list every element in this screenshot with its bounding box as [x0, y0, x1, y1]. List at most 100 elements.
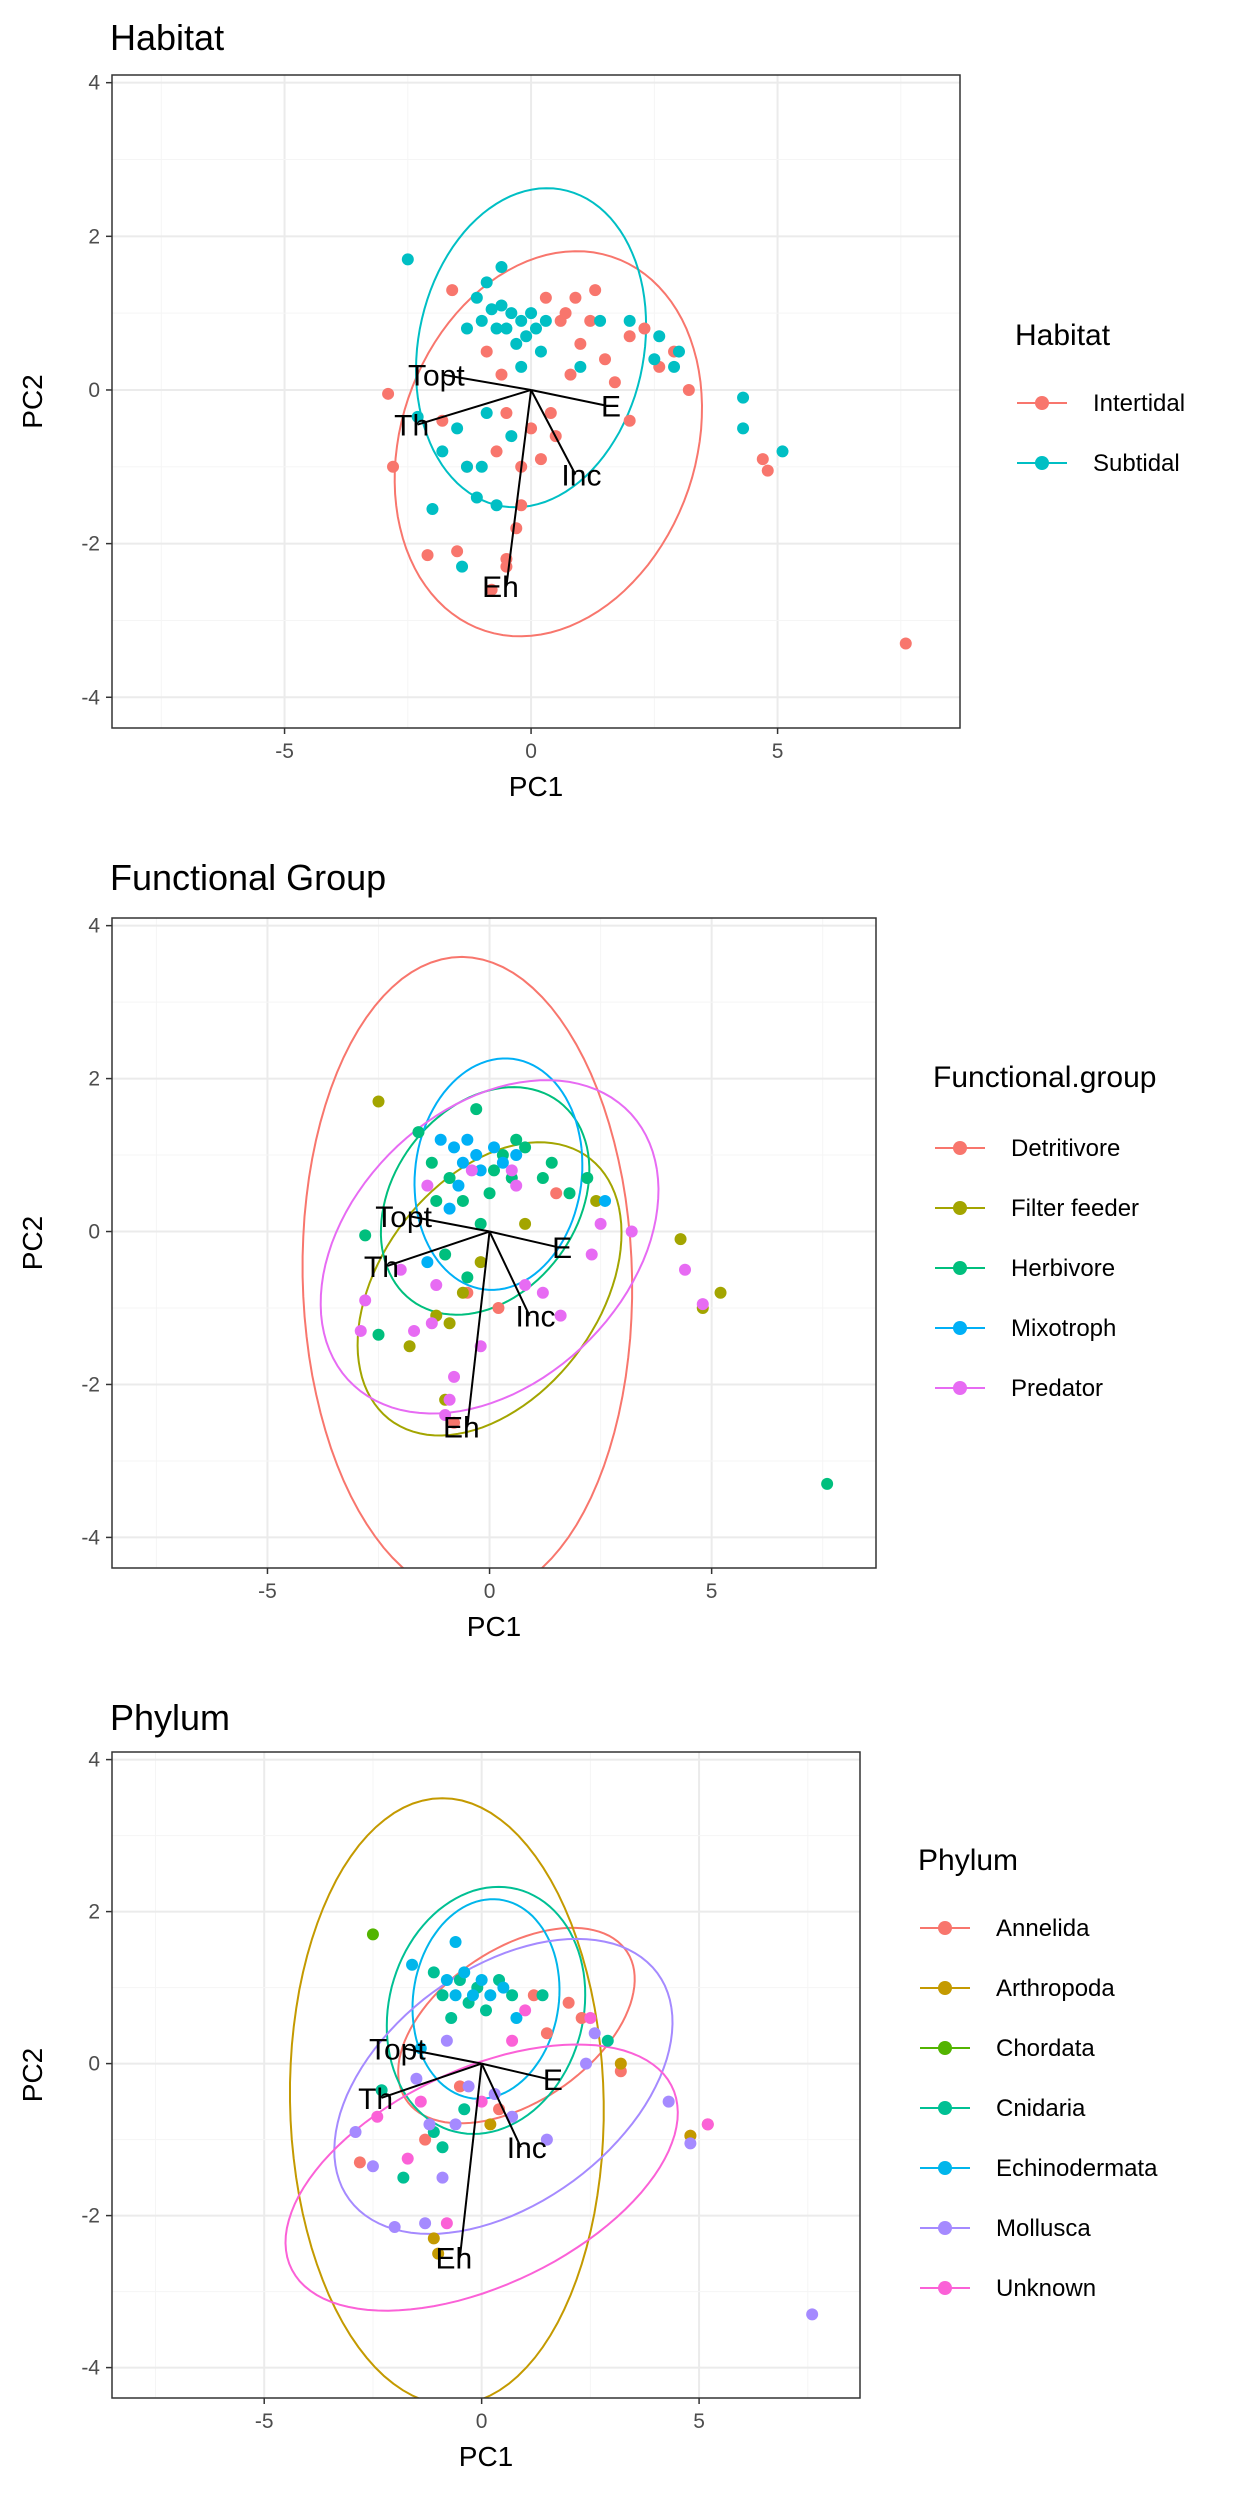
data-point — [581, 1172, 594, 1184]
data-point — [776, 445, 789, 458]
data-point — [401, 2152, 414, 2165]
series-herbivore — [359, 1103, 834, 1490]
data-point — [601, 2034, 614, 2047]
data-point — [536, 1989, 549, 2002]
chart-title: Habitat — [110, 17, 224, 58]
data-point — [375, 2084, 388, 2097]
legend-key-point — [1035, 456, 1049, 470]
data-point — [638, 322, 651, 335]
legend-label: Predator — [1011, 1375, 1103, 1402]
data-point — [684, 2137, 697, 2150]
data-point — [449, 2118, 462, 2131]
data-point — [534, 453, 547, 466]
x-tick-label: 5 — [706, 1580, 718, 1603]
data-point — [505, 430, 518, 443]
series-unknown — [371, 2004, 714, 2230]
data-point — [421, 1256, 434, 1269]
data-point — [484, 2118, 497, 2131]
data-point — [388, 2221, 401, 2233]
vector-e — [530, 388, 606, 407]
legend-item-echinodermata: Echinodermata — [920, 2155, 1158, 2182]
data-point — [525, 422, 538, 435]
data-point — [519, 1217, 532, 1230]
data-point — [545, 1156, 558, 1169]
ellipse-intertidal — [393, 250, 704, 638]
data-point — [490, 445, 503, 458]
legend-key-point — [938, 1981, 952, 1995]
data-point — [461, 1271, 474, 1284]
ellipse-mollusca — [333, 1937, 674, 2235]
ellipse-echinodermata — [411, 1898, 561, 2100]
legend-item-arthropoda: Arthropoda — [920, 1975, 1115, 2002]
x-tick-label: -5 — [258, 1580, 277, 1603]
legend-item-predator: Predator — [935, 1375, 1103, 1402]
data-point — [672, 345, 685, 358]
vector-topt — [409, 1215, 490, 1233]
data-point — [540, 2133, 553, 2146]
data-point — [506, 1989, 519, 2002]
data-point — [480, 345, 493, 358]
data-point — [580, 2057, 593, 2070]
data-point — [569, 291, 582, 304]
legend-label: Herbivore — [1011, 1255, 1115, 1282]
ellipse-herbivore — [379, 1086, 591, 1316]
data-point — [500, 322, 513, 335]
x-axis-title: PC1 — [509, 771, 563, 802]
data-point — [470, 291, 483, 304]
series-subtidal — [401, 253, 789, 573]
legend-key-point — [938, 2161, 952, 2175]
data-point — [495, 299, 508, 312]
data-point — [590, 1194, 603, 1207]
data-point — [448, 1141, 461, 1154]
data-point — [575, 2012, 588, 2024]
vector-eh — [466, 1231, 491, 1427]
data-point — [623, 330, 636, 343]
x-tick-label: 0 — [484, 1580, 496, 1603]
data-point — [406, 1958, 419, 1971]
vector-e — [481, 2062, 548, 2080]
data-point — [443, 1172, 456, 1184]
series-mixotroph — [421, 1133, 612, 1269]
data-point — [899, 637, 912, 650]
vector-label-topt: Topt — [408, 360, 465, 393]
data-point — [585, 1248, 598, 1261]
data-point — [737, 391, 750, 404]
data-point — [387, 460, 400, 473]
legend-key-point — [953, 1381, 967, 1395]
data-point — [737, 422, 750, 435]
data-point — [564, 368, 577, 381]
data-point — [515, 499, 528, 512]
vector-inc — [488, 1231, 531, 1317]
data-point — [510, 2012, 523, 2024]
data-point — [382, 387, 395, 400]
y-tick-label: 0 — [88, 2053, 100, 2076]
data-point — [421, 549, 434, 562]
y-tick-label: -4 — [81, 686, 100, 709]
data-point — [366, 1928, 379, 1941]
data-point — [506, 2110, 519, 2123]
ellipse-detritivore — [301, 955, 634, 1568]
legend-label: Subtidal — [1093, 450, 1180, 477]
y-tick-label: 4 — [88, 72, 100, 95]
data-point — [539, 291, 552, 304]
x-axis: -5 0 5 PC1 — [255, 2398, 705, 2472]
legend-label: Cnidaria — [996, 2095, 1086, 2122]
legend-key-point — [1035, 396, 1049, 410]
data-point — [574, 337, 587, 350]
data-point — [439, 1248, 452, 1261]
data-point — [623, 414, 636, 427]
data-point — [490, 322, 503, 335]
vector-inc — [530, 389, 577, 475]
legend-label: Mixotroph — [1011, 1315, 1116, 1342]
vector-label-e: E — [601, 390, 621, 423]
data-point — [456, 560, 469, 573]
data-point — [436, 445, 449, 458]
data-point — [440, 2034, 453, 2047]
data-point — [434, 1133, 447, 1146]
x-tick-label: -5 — [275, 740, 294, 763]
chart-phylum: Phylum Topt Th E Inc Eh -5 0 5 PC1 -4 -2 0 2 4 PC2 Phylu… — [17, 1697, 1158, 2472]
data-point — [474, 1217, 487, 1230]
data-point — [353, 2156, 366, 2169]
data-point — [372, 1095, 385, 1108]
y-tick-label: -4 — [81, 2357, 100, 2380]
